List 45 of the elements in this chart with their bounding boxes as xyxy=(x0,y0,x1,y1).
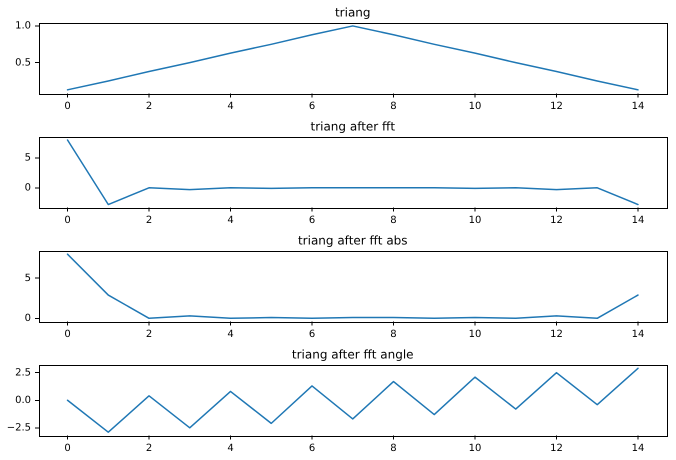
x-tick-label: 14 xyxy=(632,443,644,454)
x-tick-label: 8 xyxy=(390,101,397,112)
y-tick-label: 0 xyxy=(24,182,31,194)
x-tick-label: 14 xyxy=(632,101,644,112)
y-tick-label: 1.0 xyxy=(15,20,31,32)
x-tick-label: 4 xyxy=(227,329,234,340)
x-tick-label: 6 xyxy=(308,329,316,340)
chart-title: triang after fft xyxy=(310,119,396,134)
x-tick-label: 6 xyxy=(308,443,316,454)
y-tick-label: −2.5 xyxy=(6,422,31,434)
x-tick-label: 0 xyxy=(64,215,71,226)
x-tick-label: 6 xyxy=(308,215,316,226)
x-tick-label: 0 xyxy=(64,443,71,454)
y-tick-label: 0.5 xyxy=(15,57,31,68)
chart-title: triang after fft abs xyxy=(298,233,408,248)
x-tick-label: 14 xyxy=(632,329,644,340)
x-tick-label: 8 xyxy=(390,215,397,226)
x-tick-label: 12 xyxy=(550,329,563,340)
x-tick-label: 4 xyxy=(227,443,234,454)
chart-title: triang after fft angle xyxy=(292,347,414,362)
y-tick-label: 0.0 xyxy=(15,394,31,406)
x-tick-label: 4 xyxy=(227,215,234,226)
x-tick-label: 8 xyxy=(390,443,397,454)
chart-title: triang xyxy=(334,5,371,20)
x-tick-label: 12 xyxy=(550,215,563,226)
y-tick-label: 5 xyxy=(24,272,31,284)
x-tick-label: 6 xyxy=(308,101,316,112)
x-tick-label: 2 xyxy=(146,101,152,112)
x-tick-label: 8 xyxy=(390,329,397,340)
x-tick-label: 12 xyxy=(550,101,563,112)
x-tick-label: 2 xyxy=(146,329,152,340)
x-tick-label: 12 xyxy=(550,443,563,454)
x-tick-label: 14 xyxy=(632,215,644,226)
y-tick-label: 5 xyxy=(24,152,31,164)
x-tick-label: 0 xyxy=(64,329,71,340)
x-tick-label: 10 xyxy=(468,101,482,112)
y-tick-label: 0 xyxy=(24,312,31,324)
x-tick-label: 10 xyxy=(468,329,482,340)
y-tick-label: 2.5 xyxy=(15,367,31,378)
x-tick-label: 4 xyxy=(227,101,234,112)
x-tick-label: 10 xyxy=(468,443,482,454)
x-tick-label: 10 xyxy=(468,215,482,226)
x-tick-label: 0 xyxy=(64,101,71,112)
x-tick-label: 2 xyxy=(146,215,152,226)
x-tick-label: 2 xyxy=(146,443,152,454)
